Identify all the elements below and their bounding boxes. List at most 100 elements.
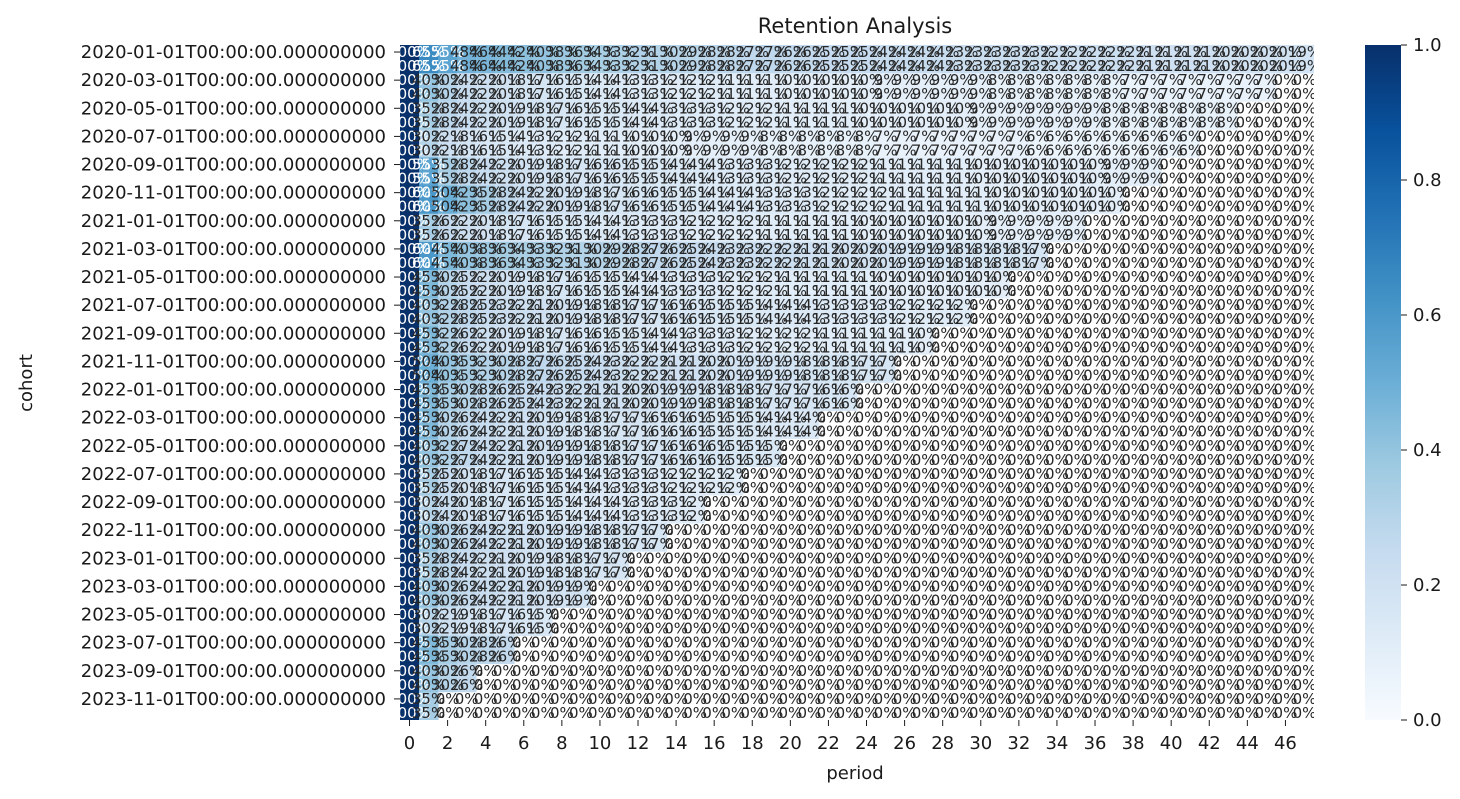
heatmap-cell [438,73,458,88]
heatmap-cell [1218,59,1239,74]
heatmap-cell [837,129,858,144]
heatmap-cell [1066,59,1086,74]
heatmap-cell [1237,59,1258,74]
heatmap-cell [590,73,610,88]
heatmap-cell [571,101,591,116]
heatmap-cell [476,59,496,74]
heatmap-cell [1047,73,1067,88]
heatmap-cell [1047,87,1067,102]
colorbar-tick-label: 0.8 [1413,170,1442,191]
heatmap-cell [1180,59,1201,74]
heatmap-cell [857,129,877,144]
heatmap-cell-label: 0% [1293,704,1317,722]
heatmap-cell [533,129,553,144]
heatmap-cell [1199,115,1220,130]
heatmap-cell [476,115,496,130]
heatmap-cell [438,115,458,130]
heatmap-cell [837,45,858,60]
chart-title: Retention Analysis [758,14,952,38]
heatmap-cell [971,101,991,116]
heatmap-cell [1180,87,1201,102]
heatmap-cell [457,59,477,74]
heatmap-cell [647,59,667,74]
heatmap-cell [761,115,782,130]
y-tick-label: 2023-05-01T00:00:00.000000000 [81,605,386,626]
heatmap-cell [1123,101,1144,116]
heatmap-cell [1085,87,1105,102]
heatmap-cell [990,87,1010,102]
colorbar-tick-label: 0.0 [1413,710,1442,731]
heatmap-cell [590,115,610,130]
heatmap-cell [1180,101,1201,116]
y-tick-label: 2022-09-01T00:00:00.000000000 [81,492,386,513]
heatmap-cell [742,87,763,102]
heatmap-cell [971,129,991,144]
x-tick-label: 4 [480,733,491,754]
heatmap-cell [723,101,744,116]
heatmap-cell [419,45,439,60]
heatmap-cell [514,129,534,144]
heatmap-cell [609,101,629,116]
heatmap-cell [799,129,820,144]
heatmap-cell [666,129,687,144]
x-tick-label: 34 [1045,733,1068,754]
heatmap-cell [761,73,782,88]
heatmap-cell [990,129,1010,144]
heatmap-cell [761,129,782,144]
heatmap-cell [590,59,610,74]
y-tick-label: 2023-03-01T00:00:00.000000000 [81,576,386,597]
heatmap-cell [876,73,896,88]
heatmap-cell [1009,73,1029,88]
heatmap-cell [952,59,972,74]
x-tick-label: 2 [442,733,453,754]
heatmap-cell [895,115,915,130]
heatmap-cell [685,87,706,102]
heatmap-cell [1085,59,1105,74]
heatmap-cell [438,129,458,144]
heatmap-cell [552,59,572,74]
heatmap-cell [876,129,896,144]
heatmap-cell [857,87,877,102]
heatmap-cell [476,101,496,116]
heatmap-cell [1218,115,1239,130]
heatmap-cell [476,87,496,102]
heatmap-cell [1066,101,1086,116]
heatmap-cell [647,115,667,130]
heatmap-cell [818,129,839,144]
heatmap-cell [704,73,725,88]
heatmap-cell [952,45,972,60]
heatmap-cell [1180,45,1201,60]
heatmap-cell [1028,59,1048,74]
y-tick-label: 2021-03-01T00:00:00.000000000 [81,239,386,260]
heatmap-cell [609,45,629,60]
heatmap-cell [837,115,858,130]
heatmap-cell [952,129,972,144]
heatmap-cell [876,45,896,60]
heatmap-cell [552,101,572,116]
heatmap-cell [1294,45,1314,60]
heatmap-cell [438,101,458,116]
heatmap-cell [1256,73,1277,88]
heatmap-cell [590,45,610,60]
heatmap-cell [628,101,648,116]
heatmap-cell [666,59,687,74]
heatmap-cell [971,115,991,130]
heatmap-cell [438,87,458,102]
heatmap-cell [1180,115,1201,130]
heatmap-cell [780,59,801,74]
heatmap-cell [723,115,744,130]
colorbar-tick-label: 0.2 [1413,575,1442,596]
heatmap-cell [609,59,629,74]
heatmap-cell [476,129,496,144]
heatmap-cell [495,87,515,102]
x-axis-ticks: 0 2 4 6 8 10 12 14 16 18 20 22 24 26 28 30 32 34 36 38 40 42 4… [404,720,1297,754]
x-tick-label: 36 [1084,733,1107,754]
heatmap-cell [1142,101,1163,116]
x-tick-label: 30 [969,733,992,754]
heatmap-cell [1047,45,1067,60]
heatmap-cell [933,73,953,88]
heatmap-cell [1256,87,1277,102]
x-tick-label: 12 [627,733,650,754]
